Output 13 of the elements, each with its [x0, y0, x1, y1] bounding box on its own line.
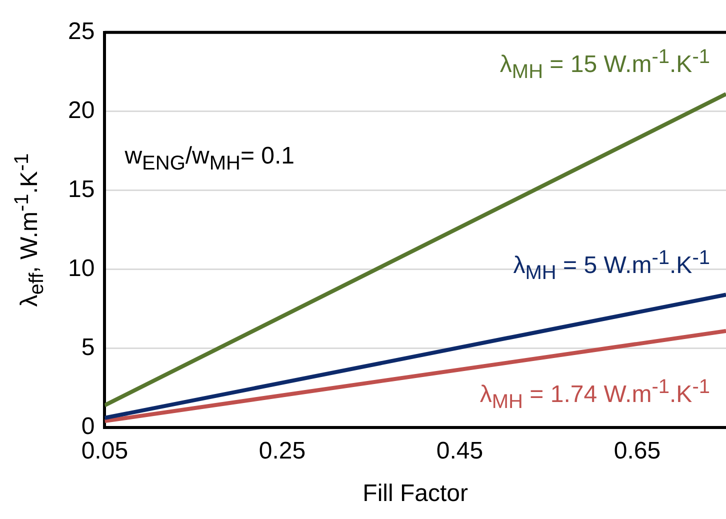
y-tick-label: 15 [68, 176, 95, 204]
series-label: λ$_{MH}$ = 1.74 W.m$^{-1}$.K$^{-1}$ [480, 376, 710, 414]
y-tick-label: 10 [68, 255, 95, 282]
y-tick-label: 20 [68, 97, 95, 124]
series-label: λ$_{MH}$ = 15 W.m$^{-1}$.K$^{-1}$ [500, 46, 710, 84]
x-tick-label: 0.25 [258, 437, 306, 464]
x-axis-title: Fill Factor [362, 480, 468, 508]
y-tick-label: 5 [81, 334, 95, 362]
y-tick-label: 25 [68, 18, 95, 46]
x-tick-label: 0.65 [614, 437, 661, 464]
x-tick-label: 0.45 [436, 437, 484, 464]
series-label: λ$_{MH}$ = 5 W.m$^{-1}$.K$^{-1}$ [513, 246, 710, 285]
annotation: w$_{ENG}$/w$_{MH}$= 0.1 [124, 142, 295, 176]
